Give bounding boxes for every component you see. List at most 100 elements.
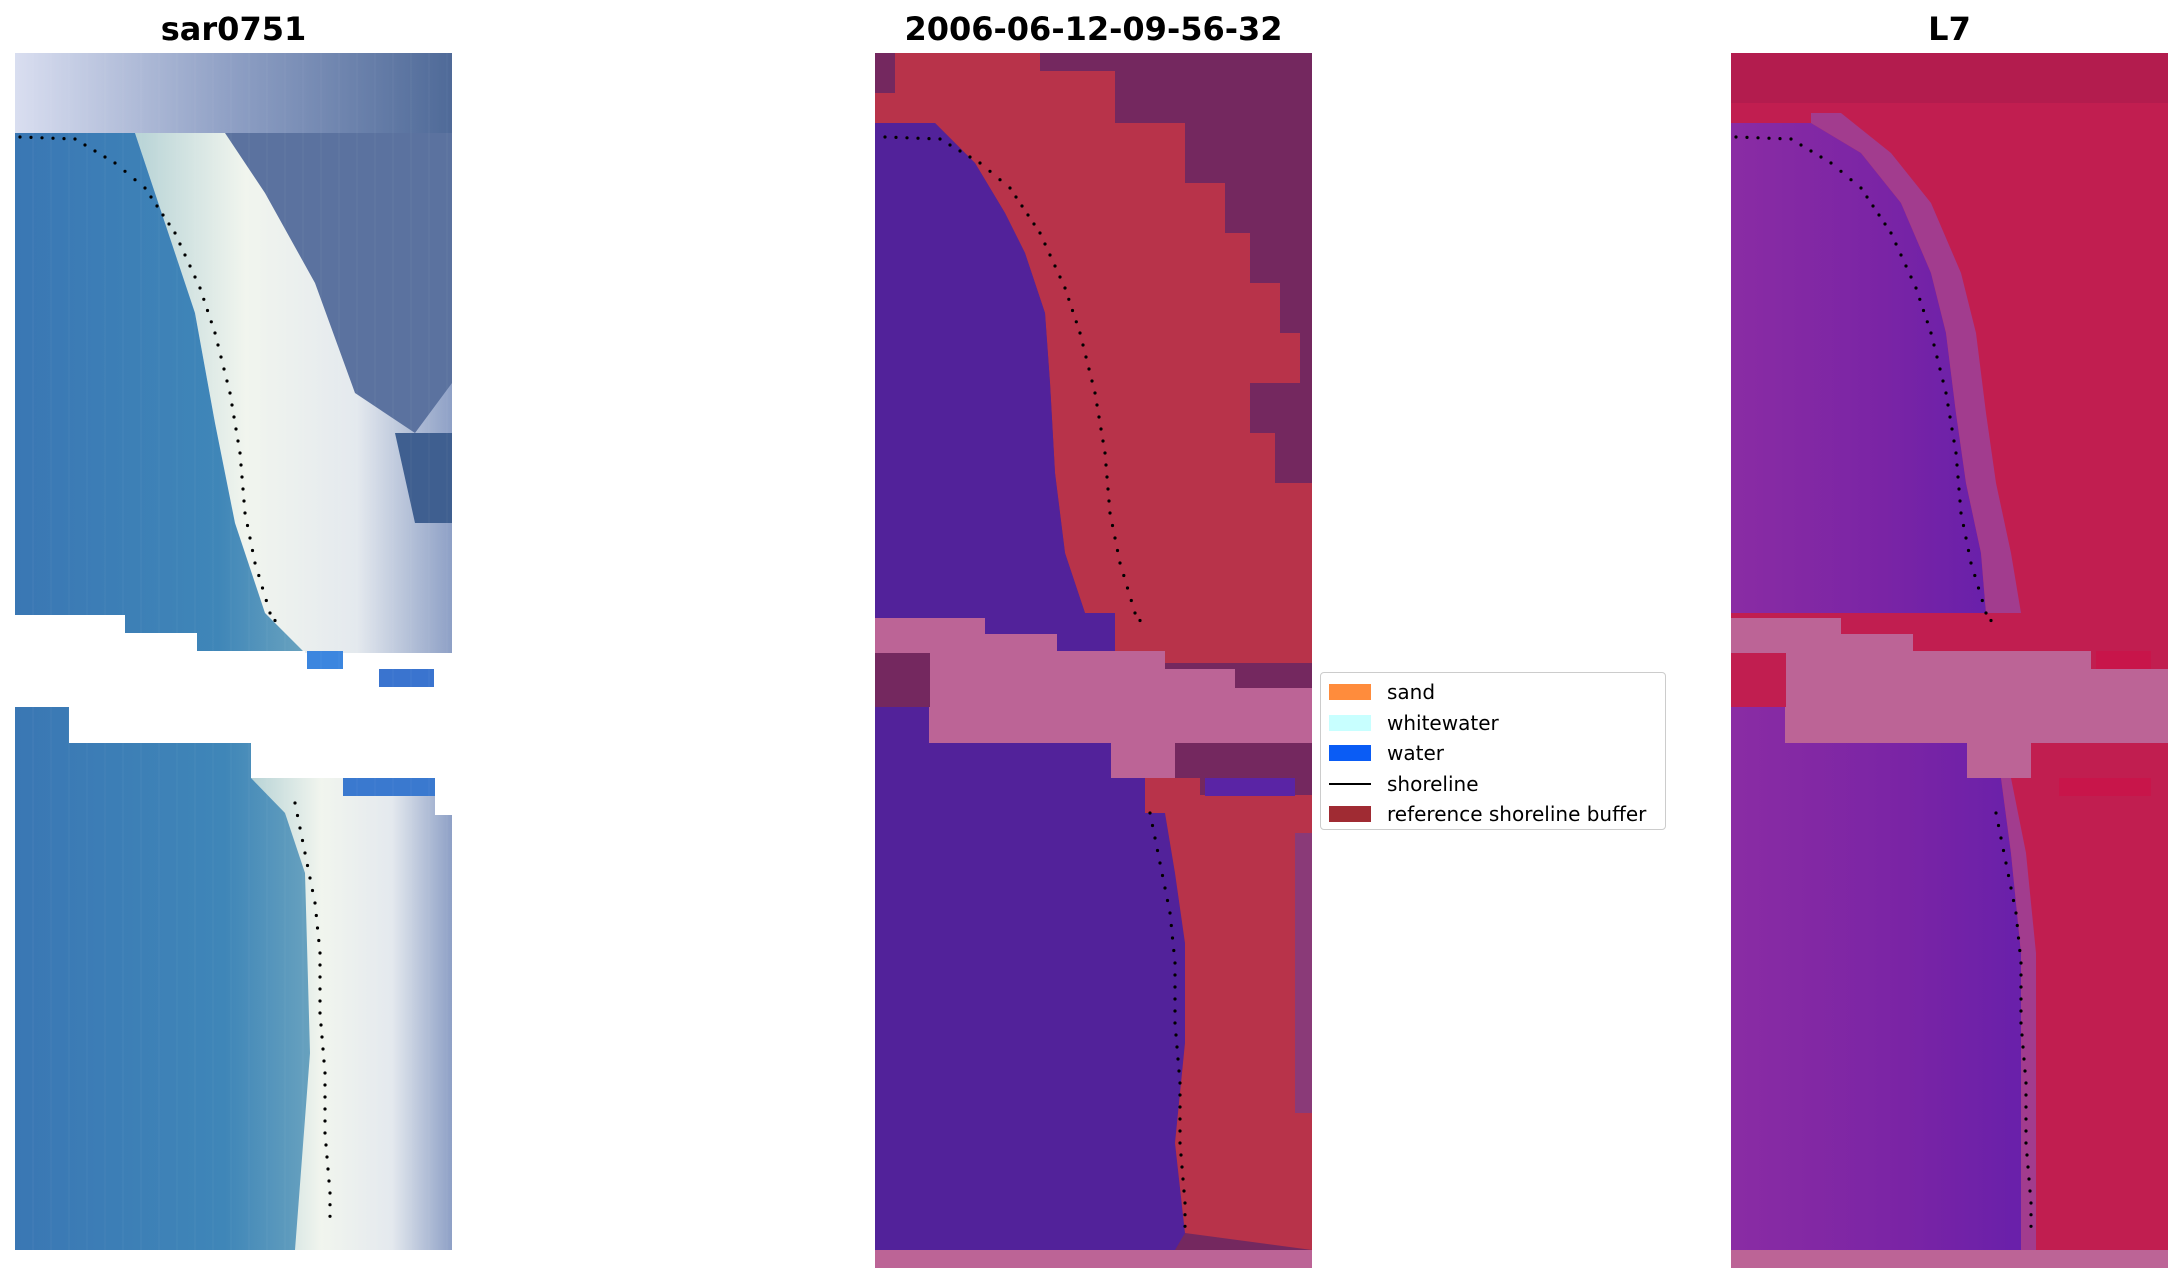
shoreline-dot xyxy=(2019,1009,2023,1013)
shoreline-dot xyxy=(308,876,312,880)
shoreline-dot xyxy=(2020,1033,2024,1037)
shoreline-dot xyxy=(1153,836,1157,840)
shoreline-dot xyxy=(1150,823,1155,828)
shoreline-dot xyxy=(1989,618,1993,623)
classified-image-panel xyxy=(875,53,1312,1268)
shoreline-dot xyxy=(2022,1057,2026,1061)
shoreline-dot xyxy=(1178,1117,1182,1121)
shoreline-dot xyxy=(257,573,261,578)
shoreline-dot xyxy=(1877,213,1881,217)
shoreline-dot xyxy=(245,523,250,528)
shoreline-dot xyxy=(1108,511,1112,515)
shoreline-dot xyxy=(1179,1153,1183,1157)
shoreline-dot xyxy=(321,1047,325,1051)
shoreline-dot xyxy=(230,403,234,407)
shoreline-dot xyxy=(83,143,87,147)
legend: sand whitewater water shoreline referenc… xyxy=(1320,672,1666,830)
shoreline-dot xyxy=(248,536,252,540)
shoreline-dot xyxy=(1178,1141,1182,1145)
shoreline-dot xyxy=(1163,886,1167,890)
shoreline-dot xyxy=(1894,242,1898,246)
shoreline-dot xyxy=(1745,135,1749,139)
shoreline-dot xyxy=(219,355,223,359)
shoreline-dot xyxy=(1966,548,1971,553)
shoreline-dot xyxy=(2026,1165,2030,1169)
rgb-image-panel xyxy=(15,53,452,1250)
shoreline-dot xyxy=(2025,1153,2029,1157)
shoreline-dot xyxy=(320,1035,324,1039)
shoreline-dot xyxy=(303,851,307,855)
shoreline-dot xyxy=(183,253,187,257)
shoreline-dot xyxy=(2016,936,2021,940)
shoreline-dot xyxy=(253,561,257,565)
shoreline-dot xyxy=(2019,1021,2023,1025)
shoreline-dot xyxy=(143,186,147,190)
shoreline-dot xyxy=(1178,1093,1182,1097)
shoreline-dot xyxy=(228,391,232,395)
shoreline-dot xyxy=(1173,997,1177,1001)
shoreline-dot xyxy=(327,1179,331,1183)
shoreline-dot xyxy=(323,1083,327,1087)
shoreline-dot xyxy=(1058,275,1062,279)
shoreline-dot xyxy=(1849,178,1853,182)
shoreline-dot xyxy=(1074,320,1078,324)
shoreline-dot xyxy=(243,511,247,515)
shoreline-dot xyxy=(1178,1081,1182,1085)
false-color-image-panel xyxy=(1731,53,2168,1268)
shoreline-dot xyxy=(2004,861,2008,865)
shoreline-dot xyxy=(1107,499,1111,503)
shoreline-dot xyxy=(205,308,210,313)
shoreline-dot xyxy=(1043,242,1047,246)
shoreline-dot xyxy=(1081,343,1085,347)
shoreline-dot xyxy=(323,1131,327,1135)
shoreline-dot xyxy=(1756,136,1760,140)
shoreline-dot xyxy=(216,343,220,347)
shoreline-dot xyxy=(1078,331,1082,335)
shoreline-dot xyxy=(1169,923,1173,928)
shoreline-dot xyxy=(318,975,322,979)
shoreline-dot xyxy=(1122,573,1126,578)
shoreline-dot xyxy=(1125,586,1130,590)
shoreline-dot xyxy=(2028,1189,2032,1193)
shoreline-dot xyxy=(1115,548,1120,553)
shoreline-dot xyxy=(1173,1009,1177,1013)
shoreline-dot xyxy=(310,888,315,893)
shoreline-dot xyxy=(2019,961,2023,965)
shoreline-dot xyxy=(1175,1045,1179,1049)
shoreline-dot xyxy=(1973,573,1977,578)
shoreline-dot xyxy=(1944,391,1948,395)
shoreline-dot xyxy=(2029,1201,2033,1205)
shoreline-dot xyxy=(1067,297,1071,301)
shoreline-dot xyxy=(1767,136,1771,140)
shoreline-dot xyxy=(1129,598,1133,603)
shoreline-dot xyxy=(1084,355,1088,359)
shoreline-dot xyxy=(1938,367,1942,371)
shoreline-dot xyxy=(1048,253,1052,257)
shoreline-dot xyxy=(2021,1045,2025,1049)
shoreline-dot xyxy=(93,149,97,153)
shoreline-dot xyxy=(1118,561,1122,565)
shoreline-dot xyxy=(1956,475,1960,479)
shoreline-dot xyxy=(51,136,55,140)
shoreline-dot xyxy=(1110,523,1115,528)
shoreline-dot xyxy=(1101,439,1105,443)
shoreline-dot xyxy=(300,838,305,843)
shoreline-dot xyxy=(2024,1117,2028,1121)
shoreline-dot xyxy=(234,427,238,431)
shoreline-dot xyxy=(239,463,243,467)
legend-label: whitewater xyxy=(1387,710,1499,735)
shoreline-dot xyxy=(193,275,197,279)
shoreline-dot xyxy=(1929,331,1933,335)
shoreline-dot xyxy=(1883,222,1887,226)
shoreline-dot xyxy=(1994,811,1998,815)
shoreline-dot xyxy=(2029,1224,2033,1228)
shoreline-dot xyxy=(113,161,117,165)
shoreline-dot xyxy=(1889,231,1893,235)
panel-title-rgb: sar0751 xyxy=(160,10,307,48)
legend-label: shoreline xyxy=(1387,771,1479,796)
shoreline-dot xyxy=(318,1011,322,1015)
shoreline-dot xyxy=(133,178,137,182)
shoreline-dot xyxy=(318,963,322,967)
shoreline-dot xyxy=(295,813,300,818)
shoreline-dot xyxy=(1999,836,2003,840)
